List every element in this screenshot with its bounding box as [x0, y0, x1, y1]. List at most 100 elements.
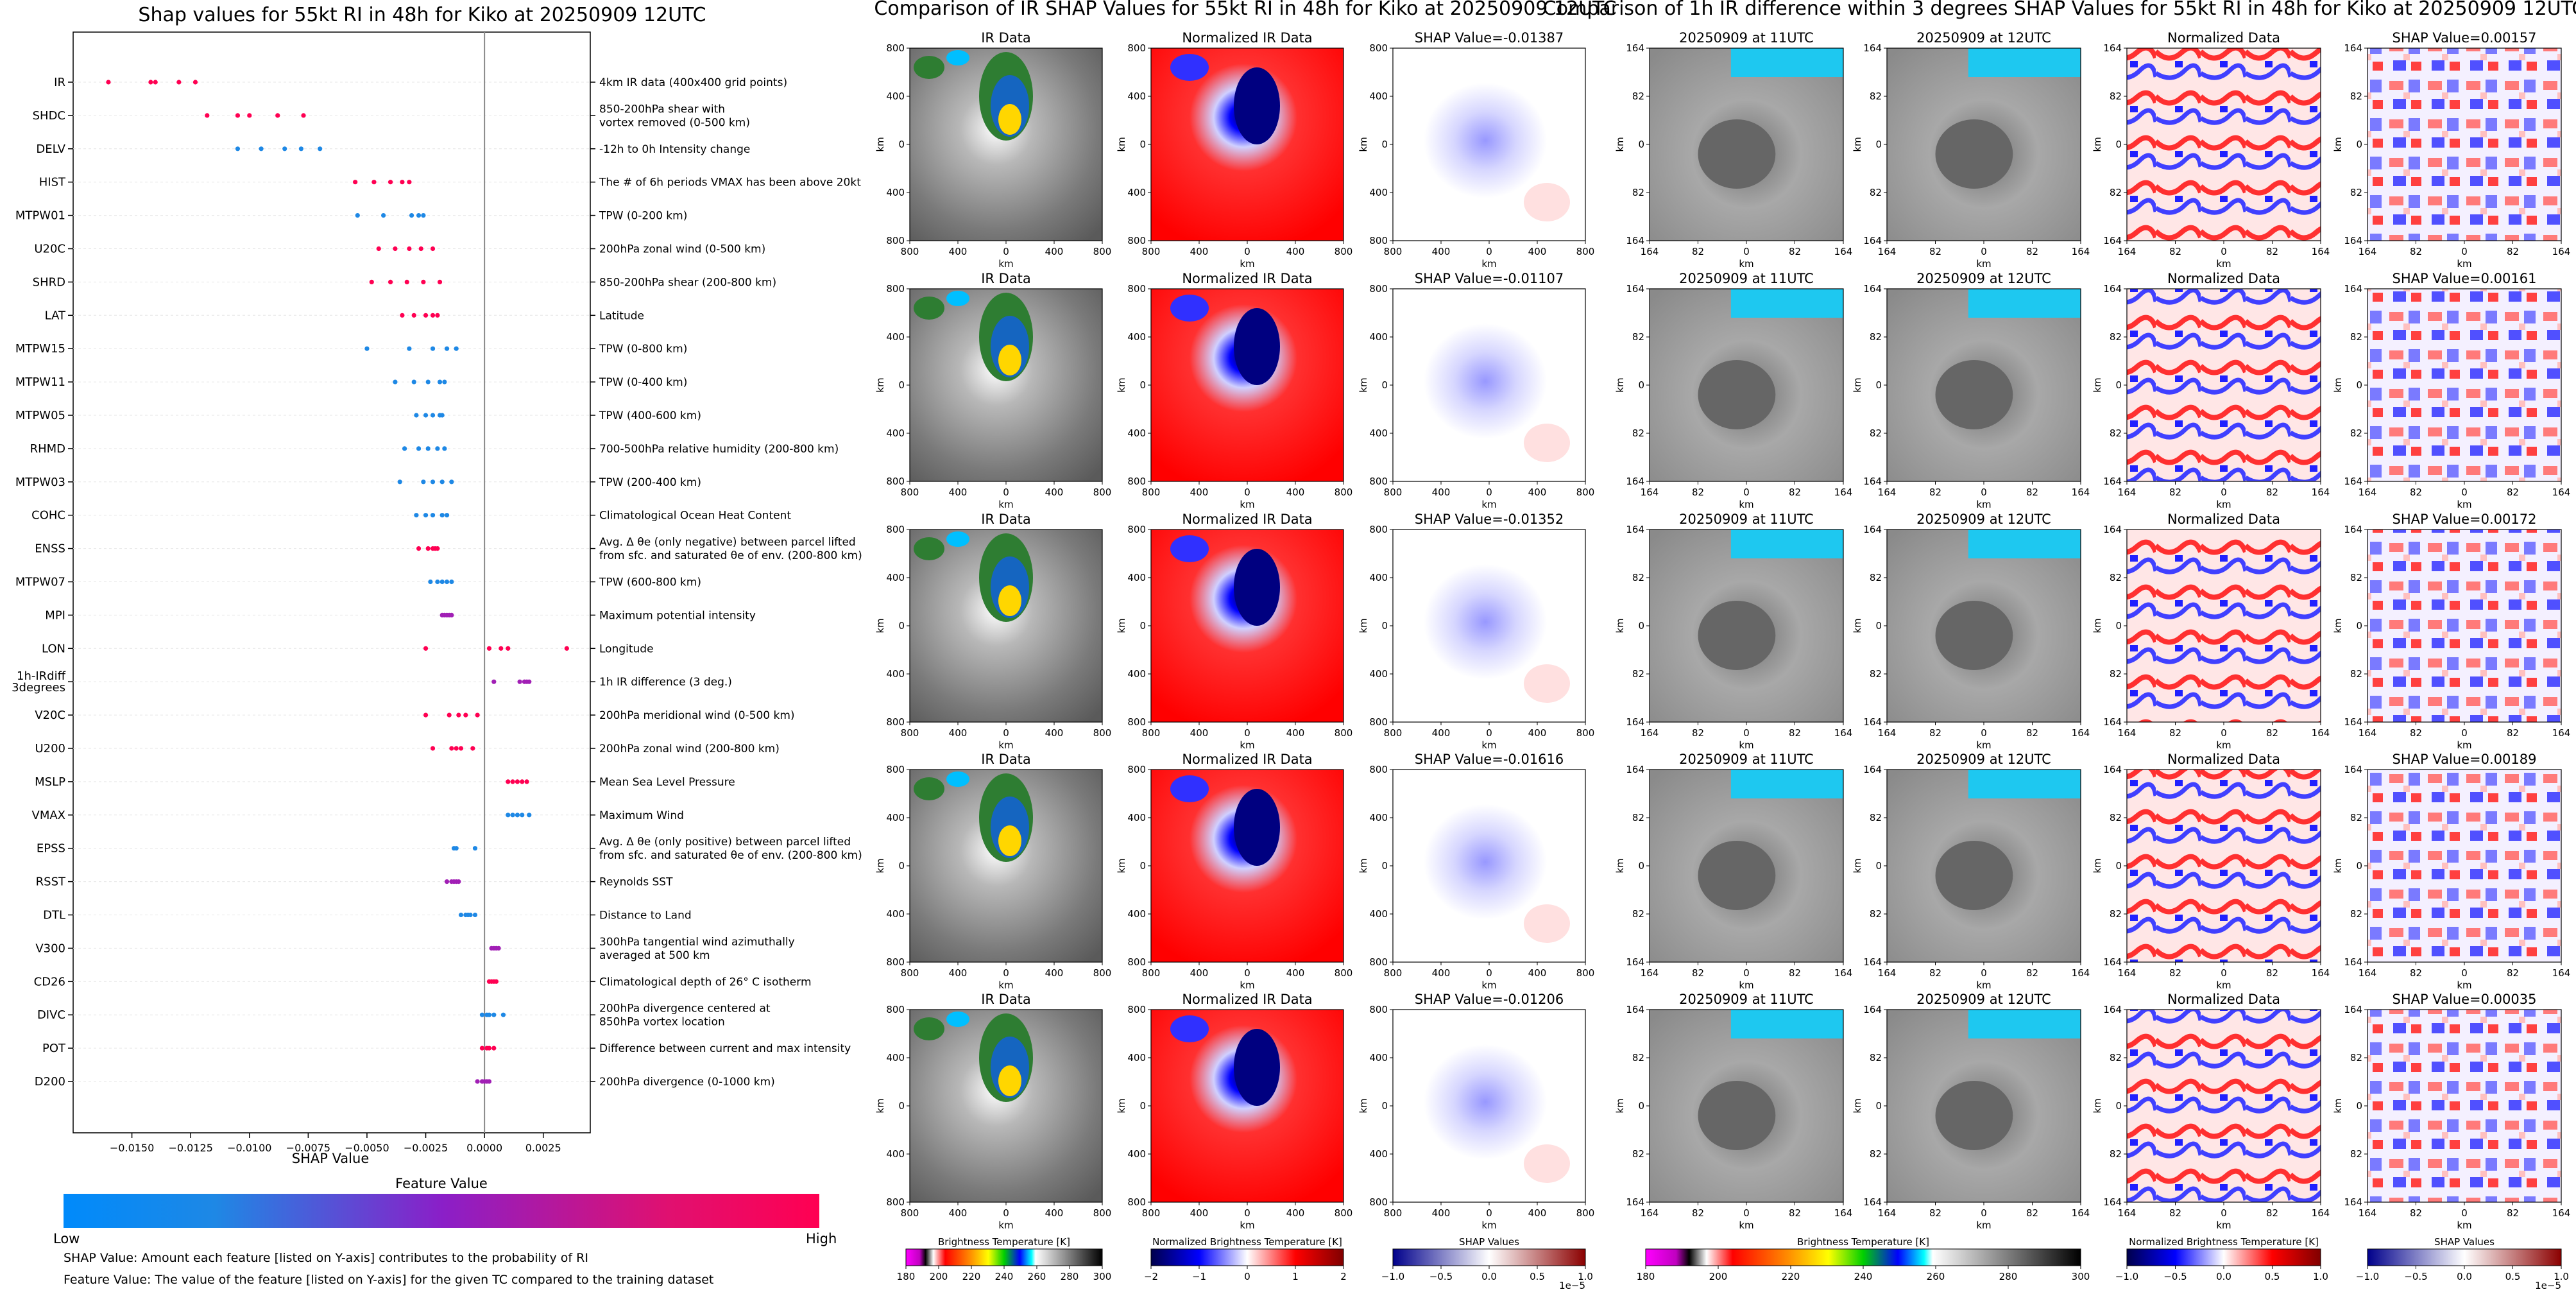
y-tick-label: 400 [1369, 572, 1388, 583]
shap-point [416, 546, 422, 551]
shap-diff-image [2367, 289, 2561, 481]
x-tick-label: 800 [901, 1207, 919, 1219]
panel-title: 20250909 at 11UTC [1679, 752, 1814, 767]
y-tick-label: 164 [2103, 1004, 2122, 1015]
shap-point [449, 579, 454, 585]
panel-title: SHAP Value=-0.01387 [1415, 30, 1564, 46]
cold-top-band [1730, 289, 1843, 318]
x-tick-label: 0 [2221, 727, 2227, 739]
x-tick-label: 164 [1834, 246, 1853, 257]
cold-top-band [1730, 770, 1843, 798]
eye-region [1698, 841, 1776, 910]
x-tick-label: 0 [1743, 727, 1750, 739]
x-tick-label: 0 [2221, 246, 2227, 257]
shap-point [475, 712, 480, 718]
feature-label: MTPW01 [15, 209, 65, 223]
eye-region [1935, 601, 2013, 670]
colorbar-low-label: Low [53, 1231, 80, 1246]
shap-point [430, 513, 436, 518]
shap-positive-area [1524, 424, 1570, 462]
feature-description: 850-200hPa shear (200-800 km) [599, 276, 776, 289]
y-tick-label: 164 [1863, 235, 1882, 246]
y-tick-label: 400 [886, 668, 905, 680]
panel-title: IR Data [981, 752, 1031, 767]
feature-label: MTPW03 [15, 476, 65, 489]
panel-title: IR Data [981, 992, 1031, 1007]
shap-point [423, 513, 429, 518]
note-shap-value: SHAP Value: Amount each feature [listed … [64, 1251, 588, 1265]
y-tick-label: 800 [886, 956, 905, 968]
x-tick-label: 82 [2169, 967, 2181, 979]
panel-title: 20250909 at 12UTC [1916, 992, 2051, 1007]
panel-title: 20250909 at 12UTC [1916, 752, 2051, 767]
y-axis-label: km [1116, 858, 1127, 873]
cloud-cluster [914, 537, 944, 560]
feature-descriptions: 4km IR data (400x400 grid points) 850-200… [590, 76, 862, 1089]
y-tick-label: 0 [2115, 379, 2122, 391]
shap-positive-area [1524, 664, 1570, 703]
y-tick-label: 164 [1626, 524, 1644, 535]
shap-point [463, 712, 468, 718]
feature-label: RHMD [30, 442, 65, 456]
colorbar-label: Brightness Temperature [K] [938, 1236, 1070, 1248]
y-axis-label: km [1116, 137, 1127, 151]
panel-title: Normalized Data [2167, 752, 2280, 767]
x-axis-label: km [1481, 499, 1496, 510]
y-axis-label: km [1614, 137, 1626, 151]
y-tick-label: 82 [1632, 908, 1644, 920]
x-tick-label: 82 [2410, 246, 2422, 257]
y-tick-label: 800 [1127, 764, 1146, 775]
x-tick-label: 82 [2026, 246, 2038, 257]
shap-point [416, 446, 422, 451]
colorbar-exponent: 1e−5 [1559, 1280, 1585, 1289]
y-tick-label: 800 [1127, 1196, 1146, 1208]
x-axis-label: km [1976, 979, 1991, 991]
shap-point [486, 1079, 492, 1084]
colorbar-high-label: High [806, 1231, 837, 1246]
x-tick-label: 800 [1384, 1207, 1403, 1219]
colorbar-tick-label: −0.5 [2404, 1271, 2427, 1282]
x-axis-label: km [998, 979, 1013, 991]
x-tick-label: 0 [1003, 487, 1009, 498]
y-tick-label: 0 [1381, 860, 1388, 872]
shap-point [275, 113, 280, 118]
convection-core [998, 825, 1021, 856]
x-tick-label: 82 [2507, 727, 2519, 739]
y-tick-label: 400 [1127, 427, 1146, 439]
colorbar-label: Normalized Brightness Temperature [K] [2129, 1236, 2319, 1248]
x-tick-label: 164 [1641, 246, 1659, 257]
shap-positive-area [1524, 904, 1570, 943]
y-tick-label: 0 [2356, 139, 2362, 150]
feature-label: MTPW15 [15, 342, 65, 356]
y-tick-label: 800 [886, 235, 905, 246]
x-tick-label: 82 [2169, 246, 2181, 257]
x-tick-label: 0 [1743, 1207, 1750, 1219]
shap-point [407, 246, 412, 252]
x-tick-label: 800 [901, 727, 919, 739]
colorbar: SHAP Values −1.0 −0.5 0.0 0.5 1.01e−5 [1381, 1236, 1593, 1291]
panel-title: Normalized IR Data [1182, 512, 1312, 527]
x-axis-label: km [1739, 499, 1753, 510]
x-tick-label: 800 [1335, 967, 1353, 979]
eye-region [1935, 1081, 2013, 1150]
shap-point [444, 579, 450, 585]
x-tick-label: 0 [2461, 1207, 2468, 1219]
shap-point [430, 346, 436, 351]
shap-point [393, 379, 398, 384]
x-tick-label: 164 [1878, 246, 1897, 257]
y-tick-label: 82 [2110, 1052, 2122, 1064]
cold-top-band [1730, 48, 1843, 77]
shap-point [153, 80, 158, 85]
colorbar-tick-label: −2 [1144, 1271, 1158, 1282]
feature-label: MTPW11 [15, 375, 65, 389]
y-tick-label: 800 [1369, 716, 1388, 728]
shap-point [439, 513, 445, 518]
x-axis-label: km [1240, 739, 1254, 751]
colorbar: Normalized Brightness Temperature [K] −2 −… [1144, 1236, 1347, 1282]
shap-point [318, 146, 323, 151]
